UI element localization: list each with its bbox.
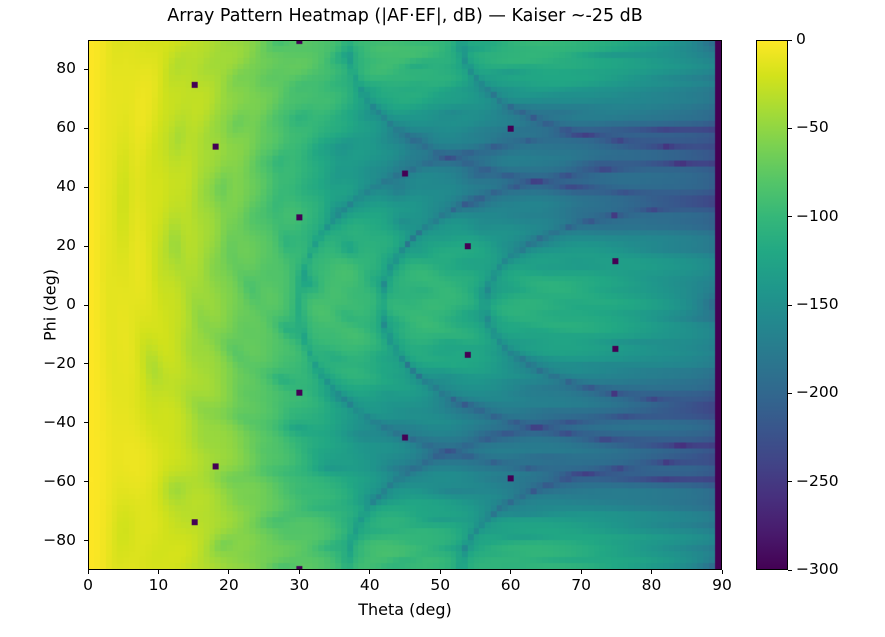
x-tick-mark xyxy=(510,570,512,574)
y-tick-mark xyxy=(84,363,88,365)
colorbar-tick-mark xyxy=(788,569,792,571)
x-tick-mark xyxy=(157,570,160,574)
x-tick-mark xyxy=(87,570,89,574)
y-tick-label: −80 xyxy=(43,530,76,549)
y-tick-mark xyxy=(84,127,88,129)
x-tick-mark xyxy=(721,570,723,574)
y-axis-label: Phi (deg) xyxy=(40,269,60,341)
colorbar-tick-label: −100 xyxy=(796,206,839,225)
y-tick-mark xyxy=(84,422,88,424)
x-tick-label: 90 xyxy=(712,576,732,594)
colorbar-tick-label: −50 xyxy=(796,118,829,137)
x-tick-mark xyxy=(369,570,371,574)
x-axis-label: Theta (deg) xyxy=(358,600,452,619)
colorbar-tick-mark xyxy=(788,392,792,394)
colorbar[interactable] xyxy=(756,40,788,570)
y-tick-mark xyxy=(84,481,88,483)
colorbar-tick-mark xyxy=(788,127,792,129)
colorbar-tick-label: −200 xyxy=(796,383,839,402)
x-tick-mark xyxy=(228,570,230,574)
x-tick-mark xyxy=(439,570,441,574)
x-tick-label: 10 xyxy=(148,576,169,594)
y-tick-label: −40 xyxy=(43,412,76,431)
y-tick-mark xyxy=(84,68,88,71)
y-tick-mark xyxy=(84,540,88,542)
x-tick-mark xyxy=(580,570,582,574)
chart-title: Array Pattern Heatmap (|AF·EF|, dB) — Ka… xyxy=(167,6,643,26)
colorbar-tick-mark xyxy=(788,39,792,41)
colorbar-tick-label: −300 xyxy=(796,560,839,578)
y-tick-label: 20 xyxy=(56,236,76,255)
x-tick-label: 20 xyxy=(219,576,239,594)
y-tick-label: −20 xyxy=(43,353,76,372)
x-tick-mark xyxy=(298,570,300,574)
x-tick-label: 60 xyxy=(500,576,521,594)
y-tick-label: 60 xyxy=(56,118,76,137)
x-tick-label: 30 xyxy=(289,576,310,594)
y-tick-mark xyxy=(84,245,88,247)
y-tick-label: −60 xyxy=(43,471,76,490)
colorbar-gradient xyxy=(757,41,787,569)
y-tick-label: 40 xyxy=(56,177,76,196)
heatmap-image xyxy=(89,41,721,569)
colorbar-tick-label: −250 xyxy=(796,471,839,490)
x-tick-label: 50 xyxy=(430,576,451,594)
colorbar-tick-label: 0 xyxy=(796,30,806,48)
colorbar-tick-mark xyxy=(788,216,792,218)
x-tick-label: 80 xyxy=(641,576,662,594)
colorbar-tick-mark xyxy=(788,481,792,483)
y-tick-label: 0 xyxy=(66,295,76,313)
y-tick-label: 80 xyxy=(56,59,76,78)
y-tick-mark xyxy=(84,304,88,306)
x-tick-label: 40 xyxy=(359,576,380,594)
heatmap-plot-area[interactable] xyxy=(88,40,722,570)
x-tick-label: 70 xyxy=(571,576,591,594)
x-tick-label: 0 xyxy=(83,576,93,594)
colorbar-tick-mark xyxy=(788,304,792,306)
colorbar-tick-label: −150 xyxy=(796,295,839,313)
x-tick-mark xyxy=(651,570,653,574)
y-tick-mark xyxy=(84,186,88,188)
